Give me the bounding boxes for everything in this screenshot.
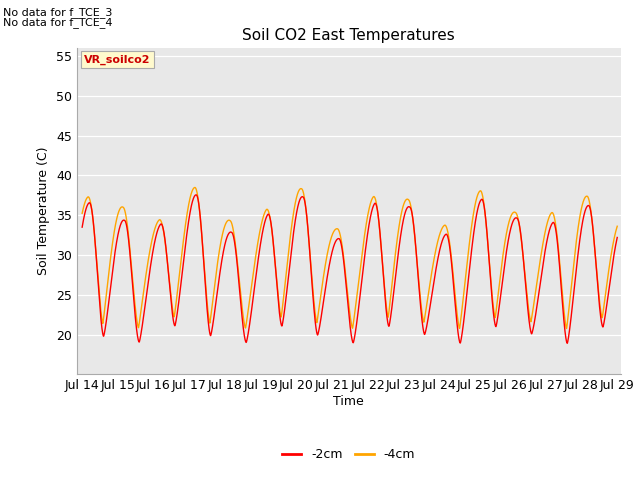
Legend: -2cm, -4cm: -2cm, -4cm: [277, 443, 420, 466]
Text: VR_soilco2: VR_soilco2: [84, 54, 150, 65]
X-axis label: Time: Time: [333, 395, 364, 408]
Title: Soil CO2 East Temperatures: Soil CO2 East Temperatures: [243, 28, 455, 43]
Text: No data for f_TCE_4: No data for f_TCE_4: [3, 17, 113, 28]
Y-axis label: Soil Temperature (C): Soil Temperature (C): [37, 147, 51, 276]
Text: No data for f_TCE_3: No data for f_TCE_3: [3, 7, 113, 18]
